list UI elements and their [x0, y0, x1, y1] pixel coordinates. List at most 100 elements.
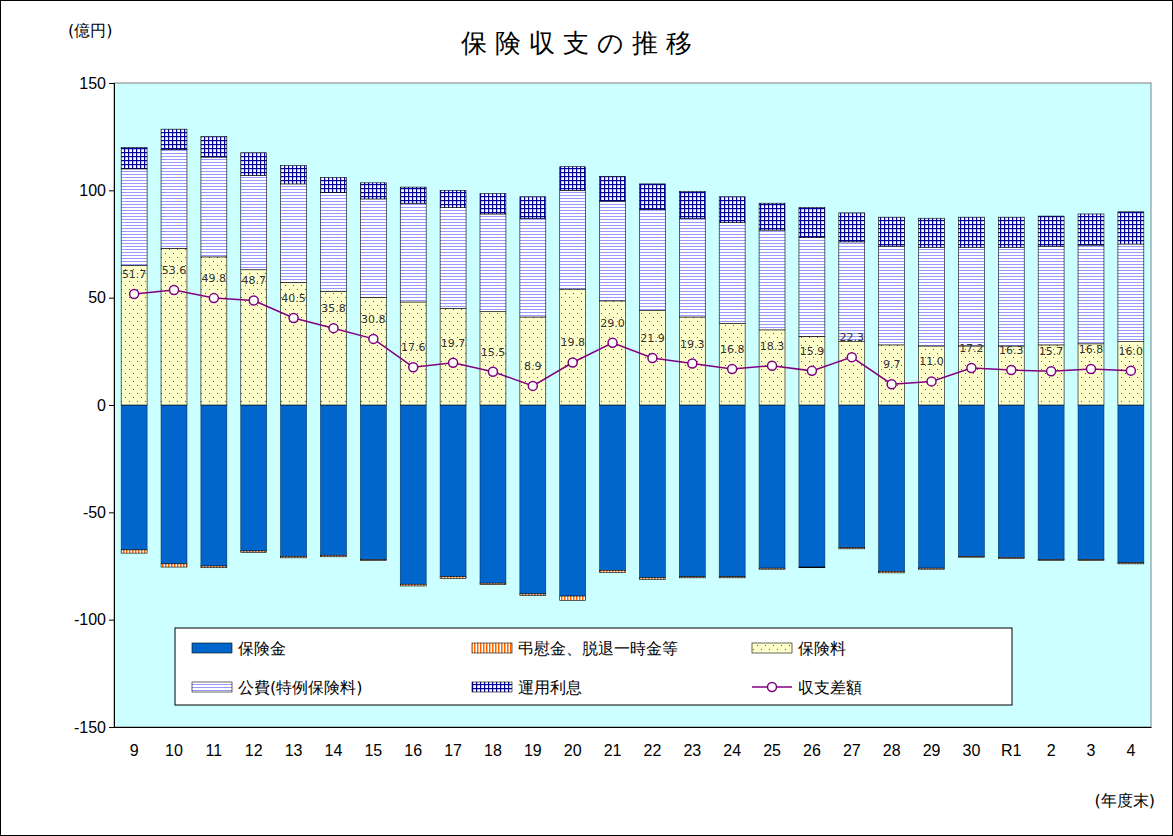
y-tick: 50 [88, 289, 114, 306]
marker [807, 366, 816, 375]
data-label: 15.5 [481, 346, 506, 359]
x-tick-label: 20 [564, 742, 582, 759]
bar [1078, 245, 1104, 344]
legend-swatch [192, 643, 232, 653]
x-tick: 24 [723, 727, 741, 759]
x-tick-label: 30 [962, 742, 980, 759]
bar [520, 317, 546, 405]
data-label: 19.7 [441, 337, 466, 350]
x-tick-label: 21 [604, 742, 622, 759]
bar [560, 190, 586, 289]
bar-series [121, 405, 1144, 596]
legend-item: 保険金 [192, 639, 286, 658]
bar [321, 555, 347, 557]
bar [839, 548, 865, 549]
bar [679, 218, 705, 317]
y-tick: 100 [79, 182, 114, 199]
bar [1118, 244, 1144, 342]
bar-series [121, 150, 1144, 346]
bar [360, 298, 386, 405]
bar [201, 405, 227, 566]
bar [799, 336, 825, 405]
title: 保険収支の推移 [461, 28, 700, 58]
bar [998, 217, 1024, 247]
bar [1038, 345, 1064, 405]
data-label: 8.9 [524, 360, 542, 373]
x-tick-label: 13 [285, 742, 303, 759]
x-tick: 23 [683, 727, 701, 759]
bar [839, 213, 865, 242]
x-tick-label: 11 [206, 742, 223, 759]
bar [201, 137, 227, 157]
data-label: 22.3 [840, 331, 865, 344]
data-label: 19.8 [560, 336, 585, 349]
y-axis-title: (億円) [68, 21, 112, 40]
bar [719, 405, 745, 577]
bar [121, 147, 147, 168]
bar [321, 192, 347, 291]
x-tick-label: 12 [245, 742, 263, 759]
y-tick-mark [109, 298, 114, 299]
bar [520, 594, 546, 596]
bar [759, 568, 785, 569]
bar [719, 577, 745, 578]
bar [480, 214, 506, 312]
bar [241, 175, 267, 269]
bar [480, 312, 506, 405]
y-tick-mark [109, 512, 114, 513]
y-tick-label: -150 [74, 719, 106, 736]
x-tick-label: 19 [524, 742, 542, 759]
x-tick: 14 [325, 727, 343, 759]
y-tick-label: -100 [74, 611, 106, 628]
bar [321, 405, 347, 555]
bar [560, 289, 586, 405]
data-label: 18.3 [760, 340, 785, 353]
x-tick: 15 [364, 727, 382, 759]
legend-label: 保険金 [238, 639, 286, 658]
bar [879, 571, 905, 573]
plot-marks [121, 129, 1144, 600]
bar [520, 197, 546, 218]
bar [679, 405, 705, 577]
bar [919, 346, 945, 405]
y-tick-mark [109, 190, 114, 191]
data-label: 30.8 [361, 313, 386, 326]
bar [759, 203, 785, 230]
x-tick: 10 [165, 727, 183, 759]
bar [440, 190, 466, 207]
chart-frame [1, 1, 1173, 836]
x-tick-label: 26 [803, 742, 821, 759]
bar [161, 129, 187, 149]
bar [440, 577, 466, 579]
bar [1118, 563, 1144, 564]
data-label: 53.6 [162, 264, 187, 277]
data-label: 15.9 [800, 345, 825, 358]
bar [281, 166, 307, 184]
bar [958, 217, 984, 247]
y-tick-mark [109, 727, 114, 728]
y-tick: 0 [97, 397, 114, 414]
bar [1038, 246, 1064, 345]
bar [480, 194, 506, 214]
x-axis-title: (年度末) [1095, 791, 1155, 810]
data-label: 48.7 [241, 274, 266, 287]
bar [639, 184, 665, 210]
bar [1038, 559, 1064, 561]
bar [161, 564, 187, 567]
bar [799, 238, 825, 337]
marker [967, 364, 976, 373]
x-tick: 9 [130, 727, 139, 759]
marker [1047, 367, 1056, 376]
marker [1086, 364, 1095, 373]
bar [639, 405, 665, 578]
legend-item: 収支差額 [752, 678, 862, 697]
bar [520, 218, 546, 317]
bar [998, 247, 1024, 346]
bar [520, 405, 546, 594]
bar [639, 210, 665, 311]
legend-swatch [752, 643, 792, 653]
y-tick-label: 0 [97, 397, 106, 414]
marker [329, 324, 338, 333]
y-tick-label: -50 [83, 504, 106, 521]
bar [799, 208, 825, 238]
